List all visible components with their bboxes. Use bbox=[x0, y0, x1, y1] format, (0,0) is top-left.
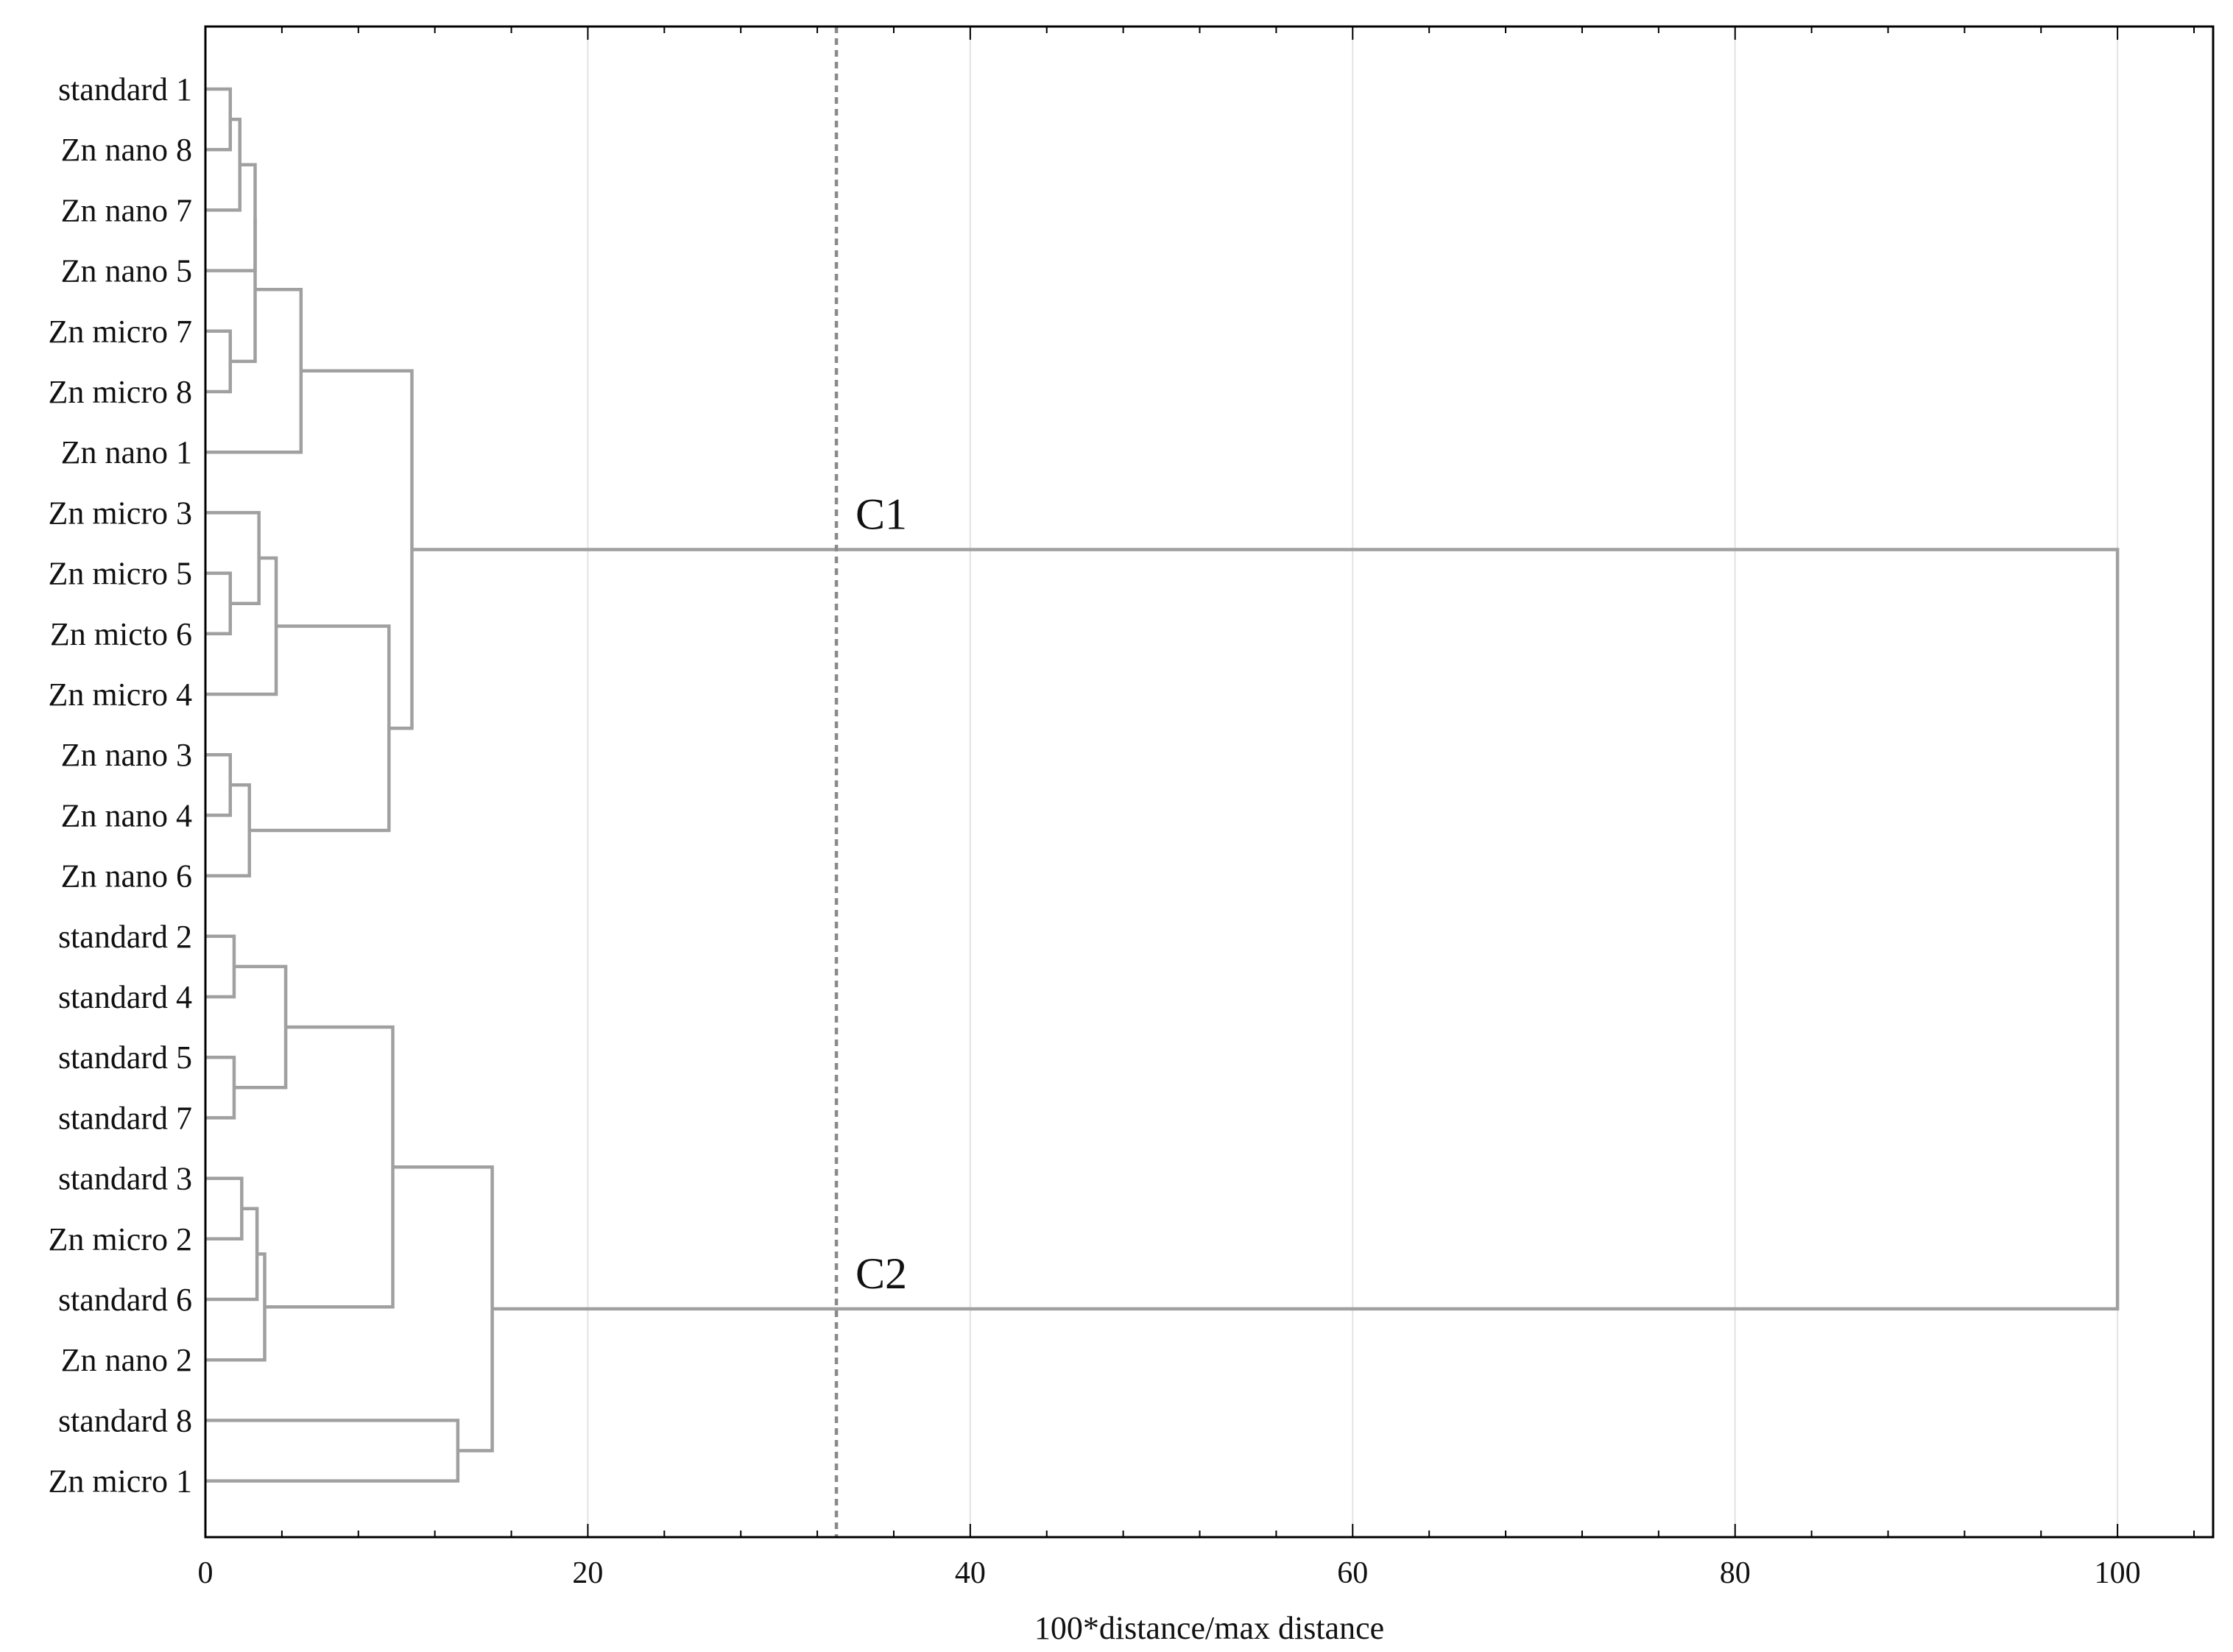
leaf-label-19: Zn micro 2 bbox=[48, 1221, 192, 1257]
dendrogram-link-16 bbox=[205, 1176, 244, 1241]
leaf-label-10: Zn micro 4 bbox=[48, 677, 192, 713]
grid-layer bbox=[587, 27, 2119, 1537]
dendrogram-link-13 bbox=[205, 934, 236, 999]
dendrogram-link-15 bbox=[233, 964, 288, 1090]
x-tick-label-1: 20 bbox=[572, 1556, 603, 1590]
leaf-label-18: standard 3 bbox=[58, 1161, 192, 1197]
dendrogram-link-14 bbox=[205, 1055, 236, 1120]
leaf-label-4: Zn micro 7 bbox=[48, 314, 192, 350]
cluster-label-c2: C2 bbox=[856, 1249, 907, 1298]
dendrogram-link-9 bbox=[205, 752, 233, 817]
leaf-label-20: standard 6 bbox=[58, 1282, 192, 1318]
leaf-label-7: Zn micro 3 bbox=[48, 495, 192, 531]
leaf-label-6: Zn nano 1 bbox=[61, 434, 192, 470]
leaf-label-9: Zn micto 6 bbox=[50, 616, 192, 652]
dendrogram-link-8 bbox=[205, 556, 278, 696]
leaf-label-23: Zn micro 1 bbox=[48, 1464, 192, 1500]
x-axis-title: 100*distance/max distance bbox=[1034, 1610, 1384, 1646]
leaf-label-22: standard 8 bbox=[58, 1402, 192, 1439]
leaf-label-21: Zn nano 2 bbox=[61, 1342, 192, 1378]
leaf-label-5: Zn micro 8 bbox=[48, 374, 192, 410]
plot-frame bbox=[204, 25, 2215, 1539]
leaf-label-13: Zn nano 6 bbox=[61, 858, 192, 894]
dendrogram-link-5 bbox=[205, 288, 303, 454]
dendrogram-link-7 bbox=[205, 511, 261, 605]
cluster-annotations: C1 C2 bbox=[856, 490, 907, 1297]
leaf-label-11: Zn nano 3 bbox=[61, 737, 192, 773]
leaf-label-14: standard 2 bbox=[58, 919, 192, 955]
x-tick-label-2: 40 bbox=[955, 1556, 986, 1590]
leaf-labels: standard 1 Zn nano 8 Zn nano 7 Zn nano 5 Zn … bbox=[48, 71, 192, 1500]
leaf-label-12: Zn nano 4 bbox=[61, 797, 192, 833]
dendrogram-link-6 bbox=[205, 571, 233, 636]
x-tick-label-4: 80 bbox=[1720, 1556, 1751, 1590]
x-tick-label-3: 60 bbox=[1337, 1556, 1368, 1590]
leaf-label-8: Zn micro 5 bbox=[48, 556, 192, 592]
dendrogram-link-10 bbox=[205, 783, 251, 878]
dendrogram-link-20 bbox=[205, 1419, 460, 1483]
dendrogram-link-12 bbox=[300, 369, 414, 730]
x-tick-label-5: 100 bbox=[2095, 1556, 2141, 1590]
leaf-label-1: Zn nano 8 bbox=[61, 132, 192, 168]
dendrogram-link-2 bbox=[205, 163, 257, 272]
dendrogram-link-11 bbox=[249, 624, 391, 833]
dendrogram-link-0 bbox=[205, 87, 233, 152]
dendrogram-link-4 bbox=[230, 217, 257, 364]
dendrogram-link-22 bbox=[412, 548, 2120, 1311]
leaf-label-2: Zn nano 7 bbox=[61, 192, 192, 228]
x-tick-labels: 0 20 40 60 80 100 bbox=[198, 1556, 2141, 1590]
dendrogram-link-19 bbox=[264, 1025, 395, 1309]
dendrogram-link-1 bbox=[205, 117, 241, 212]
dendrogram-link-17 bbox=[205, 1207, 259, 1302]
dendrogram-link-3 bbox=[205, 329, 233, 394]
cluster-label-c1: C1 bbox=[856, 490, 907, 538]
leaf-label-3: Zn nano 5 bbox=[61, 253, 192, 289]
leaf-label-15: standard 4 bbox=[58, 979, 192, 1015]
leaf-label-16: standard 5 bbox=[58, 1039, 192, 1076]
dendrogram-link-21 bbox=[392, 1165, 494, 1452]
dendrogram-links bbox=[205, 87, 2120, 1483]
x-tick-label-0: 0 bbox=[198, 1556, 214, 1590]
leaf-label-17: standard 7 bbox=[58, 1100, 192, 1136]
axis-ticks bbox=[205, 27, 2195, 1537]
dendrogram-link-18 bbox=[205, 1252, 267, 1362]
leaf-label-0: standard 1 bbox=[58, 71, 192, 107]
